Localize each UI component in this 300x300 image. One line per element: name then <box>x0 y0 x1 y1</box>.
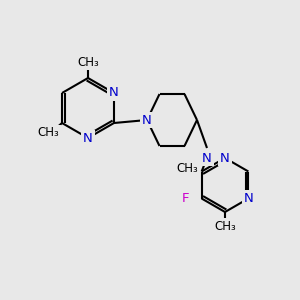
Text: N: N <box>142 113 152 127</box>
Text: N: N <box>202 152 212 164</box>
Text: F: F <box>182 192 190 205</box>
Text: N: N <box>220 152 230 164</box>
Text: N: N <box>109 86 119 100</box>
Text: CH₃: CH₃ <box>214 220 236 232</box>
Text: N: N <box>244 192 253 205</box>
Text: N: N <box>83 131 93 145</box>
Text: CH₃: CH₃ <box>77 56 99 68</box>
Text: CH₃: CH₃ <box>37 127 59 140</box>
Text: CH₃: CH₃ <box>176 161 198 175</box>
